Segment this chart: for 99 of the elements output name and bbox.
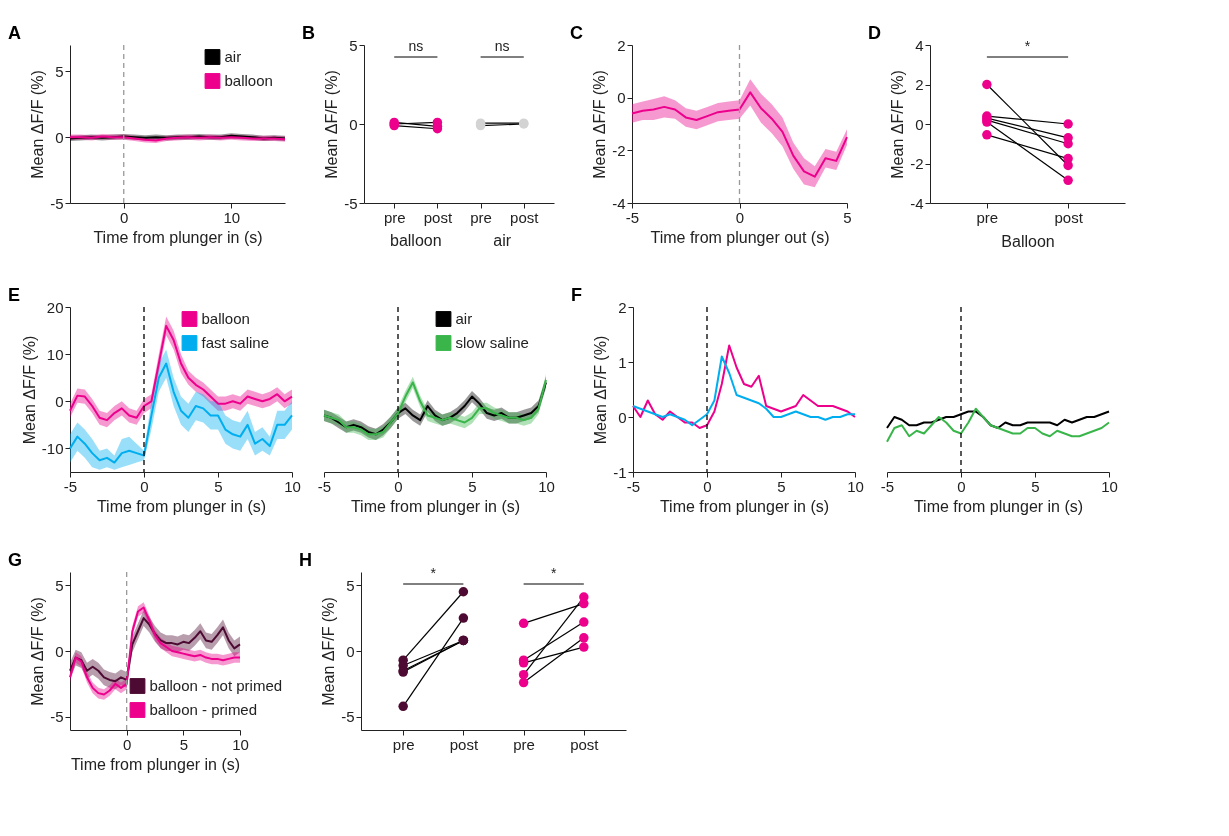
- x-tick-label: post: [423, 208, 453, 226]
- y-tick-label: 20: [46, 298, 64, 316]
- y-tick-label: 2: [915, 76, 924, 93]
- y-tick-label: -5: [50, 194, 64, 212]
- legend-label: air: [224, 48, 242, 65]
- x-tick-label: pre: [383, 208, 406, 226]
- y-tick-label: 5: [349, 36, 358, 54]
- legend-label: air: [455, 310, 473, 327]
- y-tick-label: -10: [41, 439, 64, 457]
- chart-title: H: [299, 550, 312, 570]
- x-axis-title: Time from plunger in (s): [913, 497, 1084, 515]
- legend-label: balloon: [224, 72, 273, 89]
- x-tick-label: 10: [223, 208, 241, 226]
- legend-label: balloon: [201, 310, 250, 327]
- annotation: ns: [408, 38, 424, 54]
- legend-label: slow saline: [455, 334, 529, 351]
- y-tick-label: -1: [613, 463, 627, 481]
- annotation: *: [551, 565, 557, 581]
- chart-title: C: [570, 23, 583, 43]
- y-tick-label: 0: [55, 642, 64, 660]
- x-tick-label: 0: [957, 477, 966, 495]
- x-tick-label: pre: [470, 208, 492, 226]
- y-axis-title: Mean ΔF/F (%): [320, 597, 338, 706]
- y-tick-label: 0: [346, 642, 355, 660]
- legend-label: balloon - primed: [149, 701, 258, 718]
- x-tick-label: 5: [1031, 477, 1040, 495]
- x-tick-label: 10: [538, 477, 555, 495]
- y-tick-label: 2: [618, 298, 627, 316]
- chart-title: B: [302, 23, 315, 43]
- y-tick-label: 0: [55, 392, 64, 410]
- x-tick-label: 0: [140, 477, 149, 495]
- annotation: ns: [494, 38, 510, 54]
- y-tick-label: 0: [349, 115, 358, 133]
- x-tick-label: 10: [1101, 477, 1118, 495]
- y-axis-title: Mean ΔF/F (%): [889, 70, 907, 179]
- x-tick-label: 10: [284, 477, 301, 495]
- x-tick-label: post: [449, 735, 479, 753]
- y-axis-title: Mean ΔF/F (%): [323, 70, 341, 179]
- annotation: *: [1024, 38, 1031, 54]
- y-axis-title: Mean ΔF/F (%): [592, 335, 610, 445]
- x-axis-title: Time from plunger in (s): [96, 497, 267, 515]
- y-tick-label: 5: [346, 576, 355, 594]
- y-tick-label: 0: [618, 408, 627, 426]
- x-tick-label: 0: [735, 208, 745, 226]
- chart-title: E: [8, 285, 21, 305]
- chart-title: F: [571, 285, 582, 305]
- y-tick-label: -4: [910, 194, 924, 212]
- x-tick-label: 0: [394, 477, 403, 495]
- chart-title: A: [8, 23, 21, 43]
- y-tick-label: 0: [915, 115, 924, 133]
- y-axis-title: Mean ΔF/F (%): [29, 597, 47, 706]
- x-tick-label: 5: [843, 208, 852, 226]
- y-tick-label: 5: [55, 576, 64, 594]
- x-tick-label: 5: [214, 477, 223, 495]
- y-tick-label: -2: [612, 141, 626, 159]
- x-tick-label: pre: [513, 735, 535, 753]
- legend-label: balloon - not primed: [149, 677, 283, 694]
- y-tick-label: 10: [46, 345, 64, 363]
- x-tick-label: -5: [317, 477, 332, 495]
- x-axis-title: Time from plunger out (s): [650, 228, 830, 246]
- y-tick-label: -5: [344, 194, 358, 212]
- y-tick-label: 0: [617, 89, 626, 107]
- x-tick-label: post: [570, 735, 600, 753]
- x-tick-label: 10: [232, 735, 249, 753]
- x-tick-label: pre: [392, 735, 415, 753]
- y-axis-title: Mean ΔF/F (%): [29, 70, 47, 179]
- y-axis-title: Mean ΔF/F (%): [591, 70, 609, 179]
- chart-title: D: [868, 23, 881, 43]
- y-axis-title: Mean ΔF/F (%): [20, 335, 38, 445]
- x-tick-label: 5: [179, 735, 189, 753]
- y-tick-label: 5: [55, 62, 64, 80]
- x-tick-label: pre: [976, 208, 999, 226]
- y-tick-label: 2: [617, 36, 626, 54]
- y-tick-label: 1: [618, 353, 627, 371]
- y-tick-label: -4: [612, 194, 626, 212]
- y-tick-label: 0: [55, 128, 64, 146]
- x-axis-title: Time from plunger in (s): [659, 497, 830, 515]
- x-axis-title: Balloon: [1001, 232, 1055, 250]
- annotation: *: [430, 565, 437, 581]
- chart-title: G: [8, 550, 23, 570]
- x-tick-label: post: [1054, 208, 1084, 226]
- x-tick-label: 0: [120, 208, 129, 226]
- y-tick-label: -2: [910, 155, 924, 172]
- x-axis-title: Time from plunger in (s): [70, 755, 241, 773]
- text: balloon: [390, 232, 442, 249]
- x-tick-label: 0: [703, 477, 712, 495]
- y-tick-label: -5: [341, 708, 355, 726]
- x-tick-label: post: [510, 208, 540, 226]
- y-tick-label: -5: [50, 708, 64, 726]
- x-tick-label: 5: [777, 477, 786, 495]
- legend-label: fast saline: [201, 334, 270, 351]
- x-tick-label: 10: [847, 477, 864, 495]
- x-tick-label: -5: [880, 477, 895, 495]
- x-axis-title: Time from plunger in (s): [93, 228, 263, 246]
- text: air: [493, 232, 512, 249]
- x-axis-title: Time from plunger in (s): [350, 497, 521, 515]
- y-tick-label: 4: [915, 36, 924, 54]
- x-tick-label: 5: [468, 477, 477, 495]
- x-tick-label: 0: [122, 735, 132, 753]
